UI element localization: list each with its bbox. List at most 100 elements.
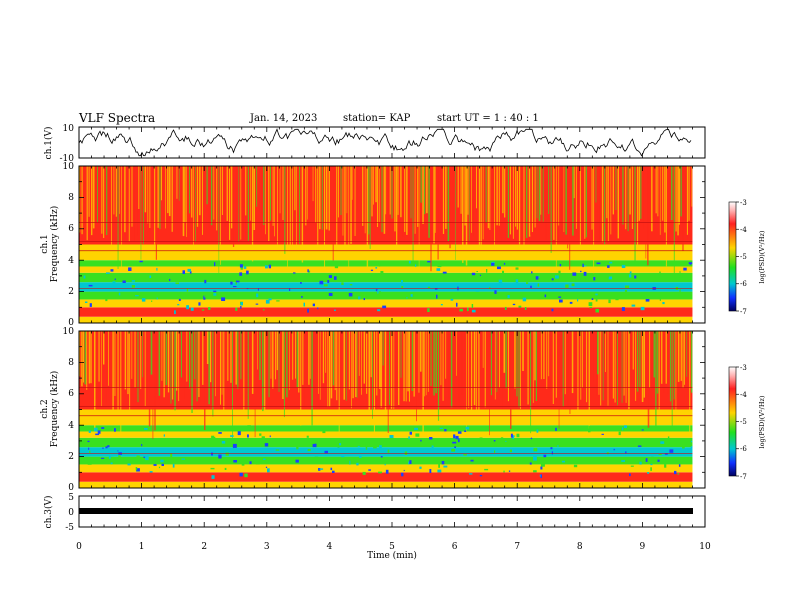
spec2-streak-137 xyxy=(372,331,373,419)
xtick-3: 3 xyxy=(264,542,270,552)
spec2-streak-143 xyxy=(384,331,387,415)
spec2-streak-89 xyxy=(275,331,276,380)
spec1-spot-211 xyxy=(236,280,240,283)
spec2-streak-93 xyxy=(282,331,284,399)
spec2-streak-114 xyxy=(325,331,327,373)
spec2-spot-90 xyxy=(664,464,667,468)
spec1-streak-196 xyxy=(505,166,507,225)
spec1-streak-234 xyxy=(591,166,593,230)
header-station: station= KAP xyxy=(343,113,411,124)
spec1-spot-15 xyxy=(531,271,533,274)
spec1-streak-279 xyxy=(688,166,690,221)
spec2-spot-80 xyxy=(555,427,557,431)
spec1-spot-39 xyxy=(303,302,305,307)
spec2-spot-65 xyxy=(444,440,448,442)
spec1-spot-10 xyxy=(268,264,271,269)
spec2-streak-6 xyxy=(90,331,92,384)
spec2-spot-182 xyxy=(95,433,100,436)
spec1-spot-132 xyxy=(307,269,309,273)
spec1-spot-129 xyxy=(341,282,344,285)
spec2-spot-82 xyxy=(641,429,644,431)
spec1-streak-48 xyxy=(184,166,186,223)
spec1-spot-123 xyxy=(476,271,478,273)
spec2-streak-154 xyxy=(408,331,410,402)
spec2-spot-184 xyxy=(500,437,504,441)
spec2-spot-62 xyxy=(218,454,222,459)
spec1-streak-27 xyxy=(140,166,142,260)
ch3-ytick-top: 5 xyxy=(68,493,74,503)
ch2-ytick-8: 8 xyxy=(68,358,74,368)
spec1-streak-34 xyxy=(155,166,157,260)
spec1-streak-35 xyxy=(157,166,159,228)
spec2-streak-1 xyxy=(81,331,83,387)
spec1-spot-118 xyxy=(213,290,217,293)
spec2-spot-117 xyxy=(540,466,543,470)
spec2-streak-99 xyxy=(295,331,296,379)
spec1-spot-172 xyxy=(631,304,636,307)
spec2-streak-8 xyxy=(94,331,96,435)
ch1-cb-tick-m3: -3 xyxy=(740,199,747,207)
spec1-streak-11 xyxy=(103,166,105,238)
spec1-spot-135 xyxy=(512,303,516,306)
spec2-streak-212 xyxy=(540,331,542,380)
spec1-streak-171 xyxy=(452,166,454,239)
spec1-streak-251 xyxy=(629,166,631,215)
ch1-cb-tick-m6: -6 xyxy=(740,280,747,288)
spec1-spot-31 xyxy=(679,289,681,293)
spec2-streak-180 xyxy=(471,331,473,418)
spec1-spot-207 xyxy=(491,262,495,266)
spec1-streak-130 xyxy=(366,166,369,271)
spec1-streak-131 xyxy=(368,166,370,235)
spec2-streak-56 xyxy=(204,331,206,430)
spec2-spot-50 xyxy=(451,448,456,452)
spec2-streak-270 xyxy=(667,331,669,394)
spec2-streak-161 xyxy=(424,331,426,397)
spec2-streak-129 xyxy=(355,331,357,398)
spec2-streak-252 xyxy=(630,331,632,384)
spec1-spot-190 xyxy=(589,306,593,309)
spec1-spot-124 xyxy=(256,293,259,298)
spec1-spot-25 xyxy=(498,279,503,284)
spec1-streak-125 xyxy=(354,166,356,236)
spec2-streak-40 xyxy=(167,331,170,393)
spec2-streak-9 xyxy=(96,331,98,398)
spec1-streak-189 xyxy=(492,166,494,245)
spec1-streak-185 xyxy=(482,166,484,240)
spec2-streak-2 xyxy=(83,331,84,383)
time-axis-labels: 0 1 2 3 4 5 6 7 8 9 10 Time (min) xyxy=(76,542,711,561)
spec1-spot-115 xyxy=(486,269,488,273)
spec1-spot-152 xyxy=(471,309,476,313)
spec2-streak-234 xyxy=(590,331,592,402)
spec1-spot-199 xyxy=(378,262,381,267)
spec2-streak-206 xyxy=(527,331,529,405)
spec1-spot-146 xyxy=(513,282,516,284)
spec2-streak-122 xyxy=(340,331,342,389)
spec2-streak-235 xyxy=(592,331,595,382)
spec1-streak-199 xyxy=(512,166,514,239)
spec1-streak-160 xyxy=(426,166,428,214)
spec1-streak-45 xyxy=(178,166,180,201)
spec1-streak-84 xyxy=(265,166,266,235)
spec2-streak-21 xyxy=(124,331,127,390)
spec2-streak-22 xyxy=(127,331,129,395)
spec1-streak-233 xyxy=(588,166,590,231)
spec1-spot-212 xyxy=(607,265,610,268)
spec2-spot-58 xyxy=(134,449,138,452)
spec1-streak-231 xyxy=(584,166,586,239)
spec2-streak-176 xyxy=(461,331,463,395)
spec2-streak-273 xyxy=(673,331,675,400)
spec2-streak-145 xyxy=(389,331,390,405)
spec2-spot-42 xyxy=(211,475,215,479)
spec1-spot-130 xyxy=(621,307,625,311)
spec1-streak-195 xyxy=(504,166,506,218)
spec2-spot-26 xyxy=(136,455,140,457)
ch2-channel-label: ch.2 xyxy=(40,399,50,418)
spec2-spot-67 xyxy=(257,461,260,464)
spec1-streak-78 xyxy=(251,166,254,262)
spec1-streak-155 xyxy=(417,166,419,227)
spec1-streak-71 xyxy=(235,166,237,221)
spec1-spot-95 xyxy=(497,266,501,270)
spec1-spot-121 xyxy=(358,296,361,300)
ch2-freq-ticks xyxy=(79,330,705,489)
spec2-spot-195 xyxy=(658,454,662,456)
